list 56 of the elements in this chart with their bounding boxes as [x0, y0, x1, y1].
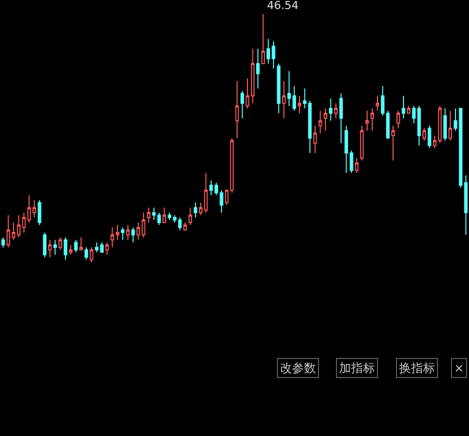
candlestick	[1, 236, 5, 248]
candlestick	[157, 212, 161, 226]
candlestick	[53, 239, 57, 256]
candlestick	[406, 105, 410, 114]
candlestick	[318, 110, 322, 134]
candlestick	[448, 110, 452, 142]
candlestick	[74, 239, 78, 253]
candlestick	[84, 246, 88, 260]
candlestick	[324, 108, 328, 132]
candlestick	[42, 232, 46, 258]
candlestick	[68, 244, 72, 256]
candlestick	[105, 242, 109, 256]
candlestick	[334, 102, 338, 119]
candlestick	[328, 98, 332, 122]
candlestick	[240, 90, 244, 119]
candlestick	[365, 110, 369, 132]
candlestick	[370, 108, 374, 132]
candlestick	[282, 80, 286, 119]
candlestick	[276, 63, 280, 114]
candlestick	[256, 48, 260, 89]
candlestick	[298, 95, 302, 114]
text: ×	[454, 361, 464, 375]
candlestick	[402, 95, 406, 119]
candlestick	[79, 236, 83, 250]
candlestick	[417, 105, 421, 146]
candlestick	[412, 105, 416, 124]
candlestick	[428, 125, 432, 149]
candlestick	[339, 92, 343, 144]
candlestick	[188, 207, 192, 226]
candlestick	[360, 125, 364, 161]
text: 加指标	[339, 361, 375, 375]
text: 换指标	[399, 361, 435, 375]
candlestick	[313, 125, 317, 154]
candlestick	[376, 95, 380, 112]
candlestick	[443, 108, 447, 142]
candlestick	[354, 157, 358, 174]
candlestick	[152, 207, 156, 221]
candlestick	[422, 128, 426, 142]
candlestick	[38, 200, 42, 226]
candlestick	[90, 246, 94, 263]
candlestick	[120, 226, 124, 240]
candlestick	[261, 14, 265, 64]
candlestick	[146, 207, 150, 224]
candlestick	[64, 236, 68, 260]
candlestick	[235, 80, 239, 139]
text: 46.54	[267, 0, 298, 12]
text: 改参数	[280, 361, 316, 375]
candlestick	[183, 222, 187, 230]
candlestick	[391, 125, 395, 161]
candlestick	[162, 207, 166, 224]
candlestick	[194, 202, 198, 218]
candlestick	[396, 110, 400, 129]
candlestick	[131, 226, 135, 243]
candlestick	[58, 236, 62, 250]
candlestick	[48, 239, 52, 258]
candlestick	[126, 224, 130, 240]
